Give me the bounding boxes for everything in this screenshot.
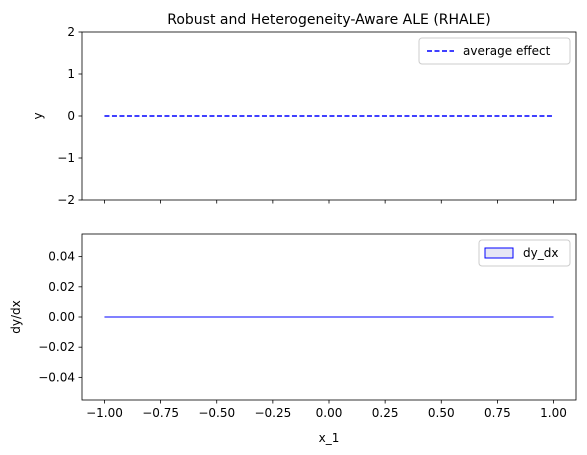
chart-title: Robust and Heterogeneity-Aware ALE (RHAL…	[167, 12, 490, 28]
top-legend-box	[418, 37, 571, 65]
y-tick-label: −2	[57, 193, 75, 207]
x-tick-label: 0.50	[428, 406, 455, 420]
y-tick-label: 2	[67, 25, 75, 39]
bottom-y-axis-label: dy/dx	[9, 300, 23, 333]
x-tick-label: −0.25	[254, 406, 291, 420]
y-tick-label: −0.04	[38, 370, 75, 384]
bottom-legend: dy_dx	[478, 239, 571, 267]
x-tick-label: 1.00	[540, 406, 567, 420]
y-tick-label: 1	[67, 67, 75, 81]
y-tick-label: 0.02	[48, 280, 75, 294]
bottom-legend-label: dy_dx	[523, 246, 558, 260]
x-tick-label: −0.75	[142, 406, 179, 420]
bottom-x-axis-label: x_1	[319, 431, 340, 445]
x-tick-label: −1.00	[86, 406, 123, 420]
y-tick-label: −0.02	[38, 340, 75, 354]
bottom-x-ticks: −1.00 −0.75 −0.50 −0.25 0.00 0.25 0.50 0.75 1.00	[86, 400, 567, 420]
top-legend: average effect	[418, 37, 571, 65]
x-tick-label: 0.25	[372, 406, 399, 420]
top-y-ticks: −2 −1 0 1 2	[57, 25, 82, 207]
x-tick-label: −0.50	[198, 406, 235, 420]
y-tick-label: 0.04	[48, 250, 75, 264]
top-subplot: Robust and Heterogeneity-Aware ALE (RHAL…	[31, 12, 577, 207]
top-legend-label: average effect	[463, 44, 551, 58]
y-tick-label: 0.00	[48, 310, 75, 324]
top-y-axis-label: y	[31, 112, 45, 119]
bottom-legend-box	[478, 239, 571, 267]
x-tick-label: 0.00	[316, 406, 343, 420]
top-x-ticks	[104, 200, 554, 204]
bottom-legend-patch	[484, 247, 514, 259]
x-tick-label: 0.75	[484, 406, 511, 420]
bottom-y-ticks: −0.04 −0.02 0.00 0.02 0.04	[38, 250, 82, 384]
bottom-subplot: −0.04 −0.02 0.00 0.02 0.04 −1.00 −0.75 −0.50 −0…	[9, 233, 577, 445]
y-tick-label: 0	[67, 109, 75, 123]
y-tick-label: −1	[57, 151, 75, 165]
